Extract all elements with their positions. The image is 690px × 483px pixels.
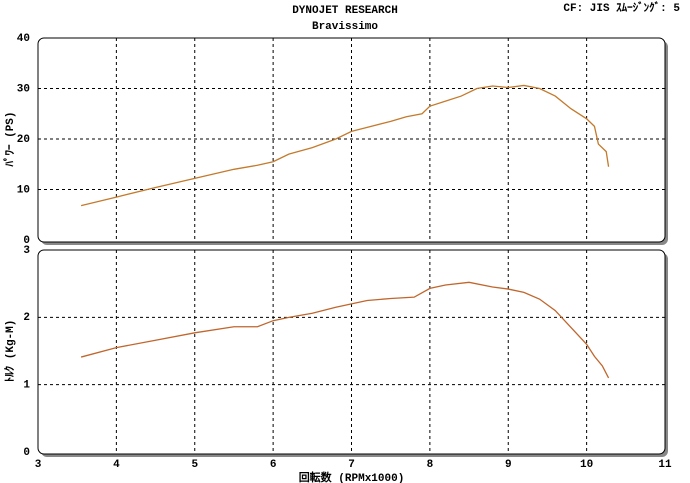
y-tick-label: 40 — [17, 33, 30, 45]
x-tick-label: 3 — [35, 459, 42, 471]
data-line — [80, 281, 610, 379]
y-tick-label: 0 — [23, 447, 30, 459]
chart-title: DYNOJET RESEARCH — [292, 5, 398, 17]
y-axis-label: ﾄﾙｸ (Kg-M) — [3, 320, 17, 383]
chart-subtitle: Bravissimo — [312, 21, 378, 33]
x-tick-label: 7 — [348, 459, 355, 471]
y-tick-label: 3 — [23, 245, 30, 257]
x-tick-label: 8 — [427, 459, 434, 471]
x-tick-label: 4 — [113, 459, 120, 471]
y-tick-label: 1 — [23, 380, 30, 392]
x-tick-label: 9 — [505, 459, 512, 471]
x-axis-label: 回転数 (RPMx1000) — [299, 470, 405, 483]
x-tick-label: 5 — [191, 459, 198, 471]
y-tick-label: 30 — [17, 83, 30, 95]
y-tick-label: 20 — [17, 134, 30, 146]
y-tick-label: 0 — [23, 235, 30, 247]
y-tick-label: 2 — [23, 312, 30, 324]
x-tick-label: 6 — [270, 459, 277, 471]
settings-note: CF: JIS ｽﾑｰｼﾞﾝｸﾞ: 5 — [563, 0, 680, 15]
y-tick-label: 10 — [17, 184, 30, 196]
x-tick-label: 11 — [658, 459, 672, 471]
x-tick-label: 10 — [580, 459, 593, 471]
y-axis-label: ﾊﾟﾜｰ (PS) — [2, 111, 17, 167]
data-line — [80, 84, 610, 207]
